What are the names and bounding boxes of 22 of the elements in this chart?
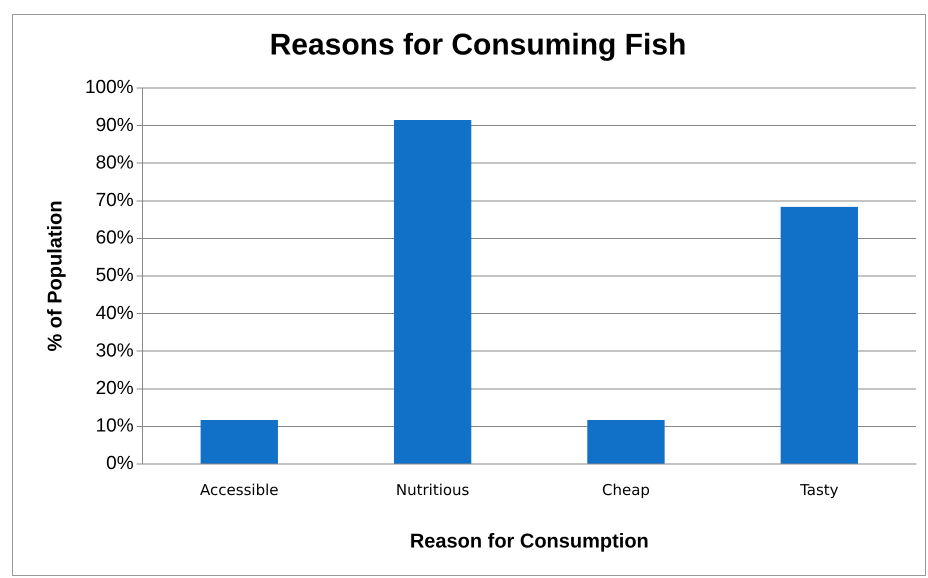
y-axis-title: % of Population [44, 200, 67, 352]
y-tick-label: 70% [96, 190, 134, 212]
x-tick-label: Tasty [799, 480, 839, 499]
y-tick-label: 50% [96, 265, 134, 286]
y-tick-label: 80% [96, 152, 134, 174]
y-tick-label: 60% [96, 228, 134, 249]
x-axis-title: Reason for Consumption [410, 530, 649, 553]
bar [200, 420, 278, 464]
bar [587, 420, 665, 464]
y-tick-label: 0% [106, 453, 134, 474]
y-tick-label: 20% [96, 378, 134, 400]
x-tick-label: Cheap [602, 480, 650, 499]
y-tick-label: 30% [96, 340, 134, 362]
y-tick-label: 40% [96, 302, 134, 324]
y-tick-label: 100% [84, 77, 134, 98]
y-tick-label: 10% [96, 416, 134, 437]
y-tick-label: 90% [96, 114, 134, 136]
chart-title: Reasons for Consuming Fish [270, 28, 686, 62]
x-tick-label: Nutritious [396, 480, 470, 499]
x-tick-label: Accessible [200, 480, 278, 499]
bar [780, 206, 858, 464]
bar [394, 120, 472, 464]
